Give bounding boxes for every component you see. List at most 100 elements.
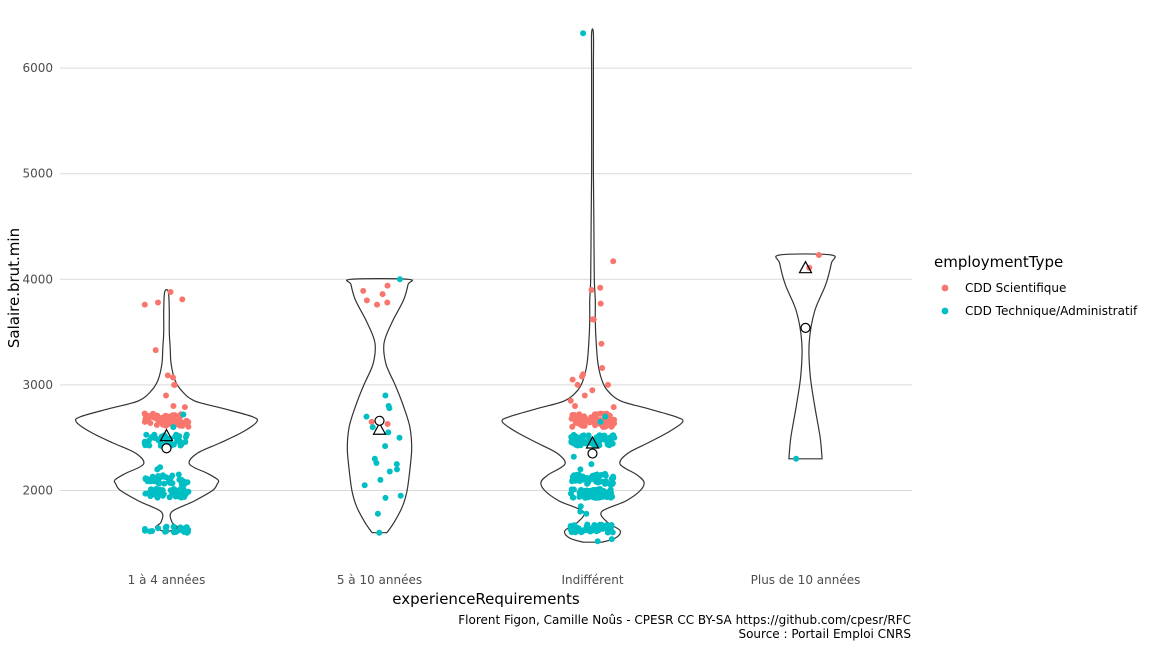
data-point [598, 340, 605, 347]
data-point [588, 418, 595, 425]
data-point [361, 482, 368, 489]
data-point [160, 420, 167, 427]
data-point [602, 472, 609, 479]
x-axis-title: experienceRequirements [392, 590, 580, 608]
data-point [155, 525, 162, 532]
data-point [588, 461, 595, 468]
data-point [815, 252, 822, 258]
data-point [369, 424, 376, 431]
data-point [580, 30, 587, 37]
data-point [597, 284, 604, 291]
data-point [568, 434, 575, 440]
data-point [149, 477, 156, 484]
mean-marker [372, 421, 387, 435]
data-point [154, 466, 161, 473]
data-point [363, 413, 370, 420]
legend-title: employmentType [934, 253, 1063, 271]
data-point [181, 404, 188, 411]
median-marker [800, 322, 811, 333]
data-point [594, 538, 601, 545]
data-point [368, 418, 375, 425]
data-point [142, 476, 149, 483]
data-point [605, 527, 612, 533]
data-point [163, 392, 169, 399]
data-point [166, 418, 173, 425]
data-point [155, 473, 162, 479]
data-point [396, 434, 403, 441]
data-point [374, 510, 381, 517]
data-points [141, 30, 822, 545]
violin-shape [346, 278, 413, 534]
data-point [148, 434, 155, 441]
data-point [397, 492, 404, 499]
x-tick-labels: 1 à 4 années 5 à 10 années Indifférent Plus… [128, 573, 861, 587]
violin-shape [775, 253, 836, 460]
data-point [167, 289, 174, 295]
y-tick-label: 2000 [22, 484, 53, 498]
data-point [174, 438, 181, 445]
data-point [586, 487, 593, 494]
data-point [141, 418, 148, 425]
legend-swatch-cdd-technique [941, 307, 949, 315]
data-point [374, 301, 380, 308]
y-tick-label: 6000 [22, 61, 53, 75]
data-point [172, 412, 178, 419]
data-point [570, 486, 577, 493]
data-point [610, 432, 617, 439]
data-point [169, 472, 176, 479]
mean-marker [159, 428, 174, 442]
data-point [170, 523, 177, 530]
data-point [580, 492, 587, 499]
y-tick-labels: 2000 3000 4000 5000 6000 [22, 61, 53, 497]
data-point [170, 424, 177, 431]
data-point [595, 479, 602, 486]
y-tick-label: 3000 [22, 378, 53, 392]
data-point [577, 508, 584, 515]
data-point [382, 443, 389, 450]
x-tick-label: 1 à 4 années [128, 573, 206, 587]
data-point [376, 529, 383, 536]
data-point [610, 258, 617, 265]
data-point [176, 433, 183, 440]
mean-marker [798, 260, 813, 274]
data-point [602, 418, 609, 425]
data-point [603, 478, 610, 485]
data-point [579, 373, 585, 380]
data-point [573, 528, 580, 534]
data-point [179, 296, 186, 303]
data-point [569, 423, 576, 430]
data-point [597, 300, 604, 307]
x-tick-label: Plus de 10 années [751, 573, 861, 587]
data-point [363, 297, 370, 304]
data-point [584, 480, 591, 486]
data-point [162, 524, 169, 531]
data-point [170, 529, 177, 536]
data-point [577, 418, 584, 425]
data-point [176, 418, 183, 425]
data-point [152, 435, 159, 442]
data-point [175, 471, 182, 478]
data-point [589, 316, 596, 323]
data-point [609, 493, 616, 500]
data-point [171, 381, 178, 388]
data-point [601, 436, 608, 443]
data-point [580, 527, 587, 534]
data-point [386, 405, 393, 412]
data-point [591, 522, 598, 528]
data-point [569, 439, 576, 446]
data-point [385, 429, 392, 436]
data-point [570, 453, 577, 460]
data-point [599, 365, 606, 371]
data-point [164, 372, 171, 379]
data-point [593, 435, 600, 442]
data-point [602, 413, 609, 420]
data-point [610, 404, 617, 411]
data-point [173, 490, 180, 497]
data-point [596, 521, 603, 528]
data-point [377, 476, 384, 483]
data-point [142, 527, 148, 534]
median-marker [374, 415, 385, 426]
legend-label-cdd-scientifique: CDD Scientifique [965, 281, 1066, 295]
data-point [569, 376, 576, 383]
data-point [608, 423, 615, 430]
